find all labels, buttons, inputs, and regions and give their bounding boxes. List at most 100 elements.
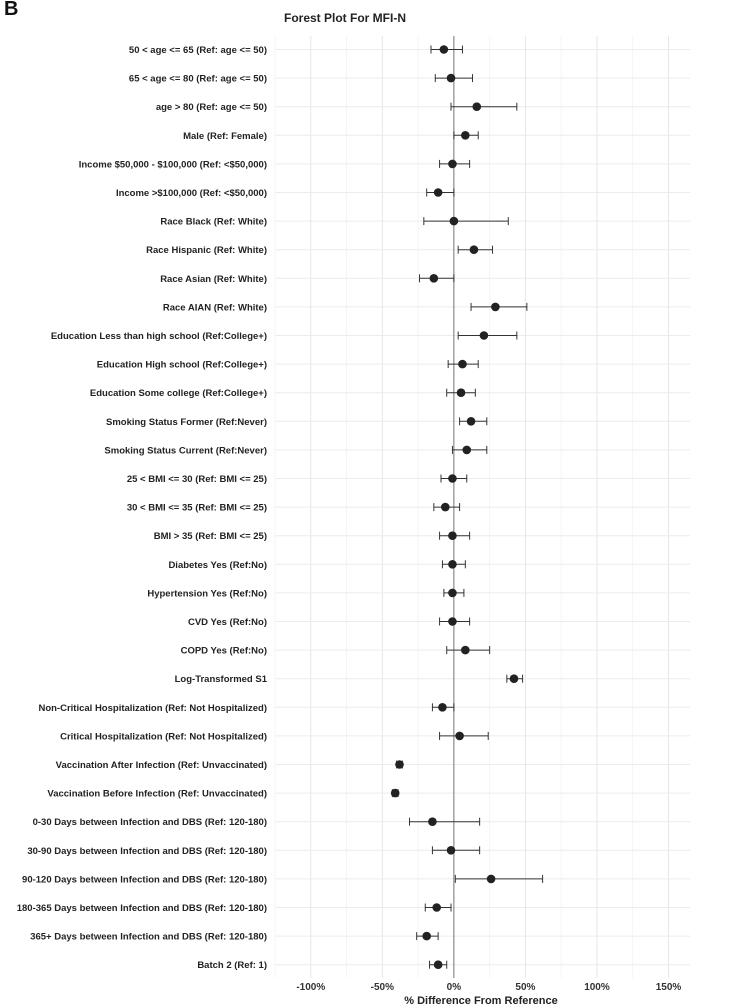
- forest-row: Income >$100,000 (Ref: <$50,000): [116, 188, 455, 199]
- x-tick-label: 0%: [447, 982, 462, 993]
- point-estimate: [438, 703, 447, 712]
- point-estimate: [433, 960, 443, 969]
- forest-row: 30 < BMI <= 35 (Ref: BMI <= 25): [127, 503, 461, 514]
- row-label: 65 < age <= 80 (Ref: age <= 50): [129, 74, 267, 85]
- row-label: Batch 2 (Ref: 1): [197, 960, 267, 971]
- forest-row: Critical Hospitalization (Ref: Not Hospi…: [60, 731, 489, 742]
- point-estimate: [446, 73, 456, 83]
- point-estimate: [455, 731, 464, 741]
- row-label: Race Black (Ref: White): [160, 217, 267, 228]
- point-estimate: [432, 903, 442, 912]
- point-estimate: [448, 560, 457, 569]
- forest-row: COPD Yes (Ref:No): [181, 645, 491, 657]
- point-estimate: [479, 331, 489, 340]
- row-label: Male (Ref: Female): [183, 131, 267, 142]
- forest-row: 50 < age <= 65 (Ref: age <= 50): [129, 45, 463, 56]
- point-estimate: [491, 302, 500, 312]
- point-estimate: [429, 274, 439, 283]
- row-label: 180-365 Days between Infection and DBS (…: [17, 903, 267, 914]
- row-label: CVD Yes (Ref:No): [188, 617, 267, 628]
- forest-row: 90-120 Days between Infection and DBS (R…: [22, 874, 544, 885]
- x-tick-label: 50%: [515, 982, 535, 993]
- forest-row: Education Less than high school (Ref:Col…: [51, 331, 518, 342]
- forest-row: Smoking Status Former (Ref:Never): [106, 417, 488, 428]
- forest-row: 25 < BMI <= 30 (Ref: BMI <= 25): [127, 474, 468, 485]
- row-label: Education Less than high school (Ref:Col…: [51, 331, 267, 342]
- forest-row: Education High school (Ref:College+): [97, 360, 479, 371]
- point-estimate: [461, 645, 470, 655]
- forest-row: Race Hispanic (Ref: White): [146, 245, 494, 256]
- forest-row: 65 < age <= 80 (Ref: age <= 50): [129, 74, 473, 85]
- forest-row: Non-Critical Hospitalization (Ref: Not H…: [38, 703, 455, 714]
- point-estimate: [462, 445, 472, 455]
- point-estimate: [448, 588, 457, 598]
- row-label: Education Some college (Ref:College+): [90, 388, 267, 399]
- x-axis-ticks: -100% -50% 0% 50% 100% 150%: [296, 982, 681, 993]
- point-estimate: [472, 102, 482, 111]
- forest-row: Vaccination After Infection (Ref: Unvacc…: [56, 760, 404, 771]
- forest-row: 0-30 Days between Infection and DBS (Ref…: [33, 817, 481, 828]
- forest-row: Race AIAN (Ref: White): [163, 302, 528, 313]
- forest-row: Vaccination Before Infection (Ref: Unvac…: [47, 788, 400, 800]
- point-estimate: [448, 531, 457, 540]
- forest-row: CVD Yes (Ref:No): [188, 617, 471, 628]
- forest-row: Race Black (Ref: White): [160, 216, 509, 228]
- row-label: Race Asian (Ref: White): [160, 274, 267, 285]
- row-label: Critical Hospitalization (Ref: Not Hospi…: [60, 731, 267, 742]
- forest-row: Race Asian (Ref: White): [160, 274, 455, 285]
- point-estimate: [448, 159, 457, 169]
- row-label: 25 < BMI <= 30 (Ref: BMI <= 25): [127, 474, 267, 485]
- forest-row: BMI > 35 (Ref: BMI <= 25): [154, 531, 471, 542]
- point-estimate: [433, 188, 443, 197]
- row-label: Vaccination Before Infection (Ref: Unvac…: [47, 789, 267, 800]
- row-label: 30 < BMI <= 35 (Ref: BMI <= 25): [127, 503, 267, 514]
- row-label: Education High school (Ref:College+): [97, 360, 267, 371]
- point-estimate: [486, 874, 496, 884]
- forest-row: 30-90 Days between Infection and DBS (Re…: [27, 846, 481, 857]
- row-label: Smoking Status Former (Ref:Never): [106, 417, 267, 428]
- grid: [274, 36, 690, 978]
- forest-row: Smoking Status Current (Ref:Never): [104, 445, 488, 456]
- x-tick-label: -100%: [296, 982, 325, 993]
- point-estimate: [449, 216, 459, 226]
- point-estimate: [469, 245, 479, 254]
- row-label: Smoking Status Current (Ref:Never): [104, 445, 267, 456]
- row-label: BMI > 35 (Ref: BMI <= 25): [154, 531, 267, 542]
- forest-row: Diabetes Yes (Ref:No): [168, 560, 466, 571]
- forest-row: 365+ Days between Infection and DBS (Ref…: [30, 931, 439, 943]
- x-tick-label: -50%: [371, 982, 394, 993]
- row-label: Non-Critical Hospitalization (Ref: Not H…: [38, 703, 267, 714]
- panel-label: B: [4, 0, 19, 20]
- row-label: Race AIAN (Ref: White): [163, 302, 267, 313]
- forest-row: Education Some college (Ref:College+): [90, 388, 476, 399]
- point-estimate: [448, 617, 457, 626]
- point-estimate: [395, 760, 404, 769]
- row-label: Race Hispanic (Ref: White): [146, 245, 267, 256]
- row-label: 30-90 Days between Infection and DBS (Re…: [27, 846, 267, 857]
- row-label: Income >$100,000 (Ref: <$50,000): [116, 188, 267, 199]
- row-label: 365+ Days between Infection and DBS (Ref…: [30, 932, 267, 943]
- point-estimate: [428, 817, 437, 826]
- forest-row: Batch 2 (Ref: 1): [197, 960, 448, 971]
- point-estimate: [466, 417, 476, 426]
- forest-row: Log-Transformed S1: [175, 674, 524, 685]
- row-label: 90-120 Days between Infection and DBS (R…: [22, 874, 267, 885]
- row-label: Diabetes Yes (Ref:No): [168, 560, 267, 571]
- point-estimate: [439, 45, 449, 54]
- x-tick-label: 100%: [584, 982, 610, 993]
- x-axis-title: % Difference From Reference: [404, 995, 557, 1006]
- forest-row: Income $50,000 - $100,000 (Ref: <$50,000…: [79, 159, 471, 170]
- forest-row: age > 80 (Ref: age <= 50): [156, 102, 518, 113]
- forest-row: Male (Ref: Female): [183, 131, 479, 142]
- point-estimate: [390, 788, 400, 798]
- row-label: Log-Transformed S1: [175, 674, 268, 685]
- row-label: Vaccination After Infection (Ref: Unvacc…: [56, 760, 267, 771]
- point-estimate: [448, 474, 457, 483]
- point-estimate: [422, 931, 431, 941]
- row-label: 50 < age <= 65 (Ref: age <= 50): [129, 45, 267, 56]
- point-estimate: [461, 131, 470, 140]
- point-estimate: [446, 846, 456, 855]
- forest-row: 180-365 Days between Infection and DBS (…: [17, 903, 452, 914]
- chart-title: Forest Plot For MFI-N: [284, 11, 406, 25]
